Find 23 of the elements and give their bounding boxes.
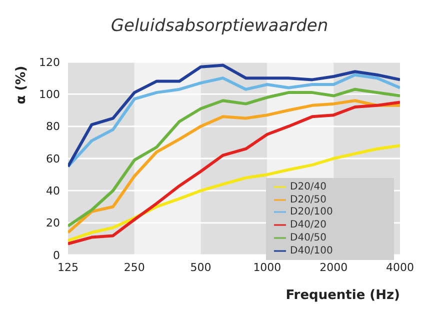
y-tick-label: 80 <box>46 120 60 134</box>
y-tick-label: 20 <box>46 216 60 230</box>
y-tick-label: 60 <box>46 152 60 166</box>
x-tick-label: 125 <box>58 260 78 274</box>
x-tick-label: 250 <box>124 260 145 274</box>
legend-label: D40/100 <box>290 245 333 256</box>
y-axis-title: α (%) <box>14 66 29 104</box>
legend-label: D20/50 <box>290 194 327 206</box>
x-tick-label: 1000 <box>253 260 282 274</box>
legend-label: D40/50 <box>290 232 327 244</box>
x-tick-label: 2000 <box>320 260 348 274</box>
x-tick-label: 500 <box>190 260 212 274</box>
y-tick-label: 0 <box>53 248 60 262</box>
y-tick-label: 120 <box>39 56 60 69</box>
x-axis-title: Frequentie (Hz) <box>286 288 400 303</box>
legend-label: D20/40 <box>290 182 327 193</box>
x-tick-label: 4000 <box>386 260 414 274</box>
chart-title: Geluidsabsorptiewaarden <box>110 16 330 36</box>
y-tick-label: 40 <box>46 184 60 198</box>
y-tick-label: 100 <box>39 88 60 102</box>
legend-label: D20/100 <box>290 207 333 218</box>
line-series <box>68 144 400 242</box>
legend-label: D40/20 <box>290 220 327 231</box>
